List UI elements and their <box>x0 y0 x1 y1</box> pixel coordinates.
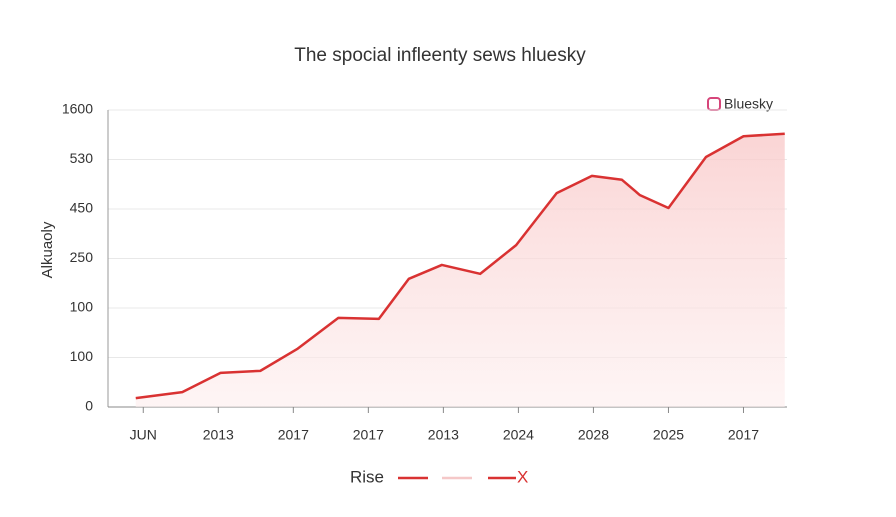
y-tick-label: 450 <box>70 200 94 216</box>
y-tick-label: 100 <box>70 348 94 364</box>
x-tick-label: 2017 <box>728 427 759 443</box>
chart-title: The spocial infleenty sews hluesky <box>294 45 586 66</box>
x-tick-label: 2017 <box>278 427 309 443</box>
y-tick-label: 250 <box>70 249 94 265</box>
y-tick-label: 1600 <box>62 101 93 117</box>
x-tick-label: 2025 <box>653 427 684 443</box>
y-tick-label: 0 <box>85 398 93 414</box>
x-tick-label: 2028 <box>578 427 609 443</box>
legend-label: Rise <box>350 467 384 486</box>
x-tick-label: JUN <box>130 427 157 443</box>
x-tick-label: 2013 <box>203 427 234 443</box>
legend-label: X <box>517 467 528 486</box>
y-tick-label: 530 <box>70 150 94 166</box>
x-tick-label: 2013 <box>428 427 459 443</box>
legend-label: Bluesky <box>724 96 773 112</box>
line <box>135 132 785 400</box>
legend-icon <box>707 97 721 111</box>
x-tick-label: 2024 <box>503 427 534 443</box>
y-tick-label: 100 <box>70 299 94 315</box>
x-tick-label: 2017 <box>353 427 384 443</box>
y-axis-label: Alkuaoly <box>39 221 56 278</box>
